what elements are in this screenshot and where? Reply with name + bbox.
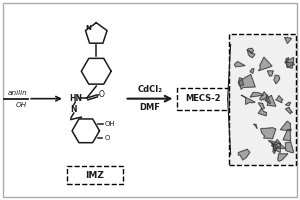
Polygon shape (254, 124, 257, 129)
Polygon shape (286, 58, 289, 62)
Polygon shape (274, 75, 280, 84)
Polygon shape (265, 95, 276, 106)
Polygon shape (273, 145, 277, 154)
Text: MECS-2: MECS-2 (185, 94, 221, 103)
Polygon shape (247, 48, 253, 54)
Polygon shape (285, 102, 290, 106)
Polygon shape (276, 96, 283, 103)
Text: O: O (99, 90, 105, 99)
Polygon shape (238, 78, 244, 86)
Polygon shape (241, 95, 255, 104)
Polygon shape (278, 154, 288, 161)
Polygon shape (268, 141, 279, 145)
Polygon shape (248, 50, 255, 58)
Polygon shape (272, 143, 278, 152)
Text: N: N (85, 25, 91, 31)
Polygon shape (260, 92, 268, 100)
Polygon shape (258, 103, 265, 109)
Text: IMZ: IMZ (85, 171, 104, 180)
Text: O: O (105, 135, 110, 141)
Polygon shape (250, 92, 263, 97)
Polygon shape (238, 149, 250, 160)
Text: DMF: DMF (140, 103, 160, 112)
Polygon shape (285, 107, 292, 114)
Polygon shape (280, 121, 291, 131)
Polygon shape (258, 109, 266, 116)
Text: HN: HN (69, 94, 82, 103)
FancyBboxPatch shape (230, 34, 296, 165)
Polygon shape (283, 129, 291, 141)
Polygon shape (285, 142, 294, 153)
Polygon shape (258, 57, 272, 71)
Polygon shape (278, 143, 286, 149)
Polygon shape (261, 128, 276, 139)
Polygon shape (285, 37, 291, 44)
Text: OH: OH (16, 102, 27, 108)
Polygon shape (266, 95, 270, 104)
Text: anilin: anilin (7, 90, 27, 96)
Text: OH: OH (105, 121, 116, 127)
Polygon shape (286, 57, 294, 68)
Polygon shape (267, 71, 273, 76)
Polygon shape (235, 62, 245, 67)
Polygon shape (285, 62, 294, 67)
Polygon shape (271, 139, 280, 153)
Polygon shape (239, 74, 255, 89)
Text: N: N (70, 105, 77, 114)
FancyBboxPatch shape (67, 166, 123, 184)
FancyBboxPatch shape (3, 3, 297, 197)
Polygon shape (250, 69, 254, 73)
FancyBboxPatch shape (177, 88, 229, 110)
Text: CdCl₂: CdCl₂ (137, 85, 163, 94)
